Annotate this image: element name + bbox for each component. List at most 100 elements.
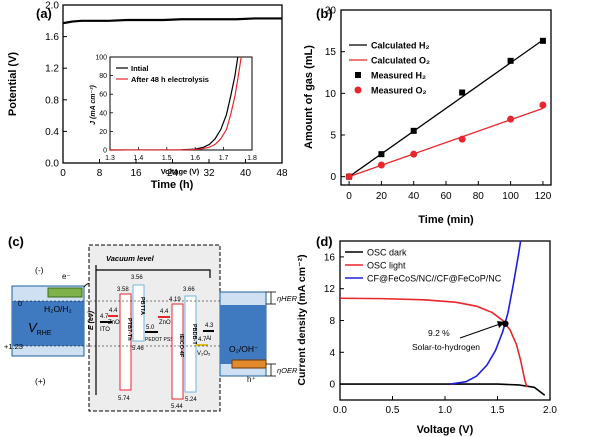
- panel-a-y-ticks: 0.0 0.4 0.8 1.2 1.6 2.0: [45, 1, 67, 170]
- inset-xtick-label: 1.6: [190, 155, 200, 162]
- sign-minus: (-): [35, 265, 44, 275]
- d-series-0: [340, 383, 546, 396]
- inset-ytick-label: 40: [99, 110, 107, 117]
- inset-xtick-label: 1.5: [162, 155, 172, 162]
- a-ytick-label: 0.4: [45, 127, 59, 138]
- annotation-percent: 9.2 %: [428, 328, 450, 338]
- zno1-value: 4.4: [109, 308, 118, 314]
- inset-legend-after: After 48 h electrolysis: [131, 75, 209, 84]
- pbtta-top: 3.56: [131, 275, 143, 281]
- panel-c-label: (c): [8, 234, 24, 249]
- eta-oer-label: ηOER: [277, 366, 298, 375]
- inset-xtick-label: 1.8: [247, 155, 257, 162]
- b-ytick-label: 5: [330, 131, 336, 142]
- ieico-bottom: 5.44: [171, 404, 183, 410]
- zno1-name: ZnO: [108, 320, 120, 326]
- b-point-o2: [458, 135, 466, 143]
- left-axis-label: VRHE: [28, 320, 52, 337]
- inset-series-after-48h: [109, 56, 242, 151]
- right-band-dark: [220, 305, 266, 364]
- left-tick-0: 0: [18, 299, 22, 308]
- a-ytick-label: 2.0: [45, 1, 59, 12]
- b-point-o2: [410, 150, 418, 158]
- eta-her-label: ηHER: [277, 294, 298, 303]
- a-xtick-label: 16: [130, 168, 142, 179]
- a-xtick-label: 0: [60, 168, 66, 179]
- pbtta-bottom: 5.46: [132, 346, 144, 352]
- ptb7th-band: [119, 293, 132, 391]
- panel-d-lines: [340, 241, 546, 396]
- b-ytick-label: 10: [325, 89, 337, 100]
- panel-b-xlabel: Time (min): [418, 214, 474, 226]
- d-ytick-label: 4: [329, 348, 335, 359]
- panel-d-y-ticks: 0 4 8 12 16: [324, 252, 344, 391]
- h2o-h2-label: H₂O/H₂: [44, 304, 72, 314]
- d-legend-label: OSC light: [367, 261, 406, 271]
- electron-label: e⁻: [62, 272, 71, 281]
- inset-ytick-label: 100: [95, 55, 107, 62]
- b-point-h2: [539, 37, 546, 44]
- b-xtick-label: 0: [346, 191, 352, 202]
- left-band-dark: [12, 301, 84, 346]
- layer-ieico: 4.19 5.44 IEICO-4F: [169, 297, 184, 410]
- ptb7th-bottom: 5.74: [118, 396, 130, 402]
- v2o5-name: V₂O₅: [197, 351, 211, 357]
- b-point-h2: [507, 57, 514, 64]
- panel-b-marks: [345, 37, 547, 181]
- d-series-1: [340, 297, 528, 388]
- panel-a-xlabel: Time (h): [151, 179, 194, 191]
- b-point-h2: [410, 127, 417, 134]
- inset-xlabel: Voltage (V): [161, 167, 200, 176]
- d-xtick-label: 2.0: [543, 405, 557, 416]
- b-xtick-label: 100: [502, 191, 519, 202]
- pbdbt-name: PBDB-T: [191, 324, 197, 345]
- panel-a-label: (a): [36, 6, 52, 21]
- ieico-name: IEICO-4F: [178, 334, 184, 358]
- panel-d-label: (d): [316, 234, 333, 249]
- ito-value: 4.7: [100, 314, 109, 320]
- b-xtick-label: 120: [535, 191, 552, 202]
- hole-label: h⁺: [247, 375, 256, 384]
- inset-ylabel: J (mA cm⁻²): [90, 85, 97, 125]
- a-xtick-label: 24: [167, 168, 179, 179]
- d-ytick-label: 0: [329, 380, 335, 391]
- b-point-o2: [377, 161, 385, 169]
- layer-ito: 4.7 ITO: [100, 314, 112, 333]
- panel-b-y-ticks: 0 5 10 15 20: [325, 6, 345, 183]
- d-xtick-label: 0.0: [333, 405, 347, 416]
- b-ytick-label: 0: [330, 172, 336, 183]
- inset-xtick-label: 1.3: [105, 155, 115, 162]
- sign-plus: (+): [35, 376, 46, 386]
- o2-oh-label: O₂/OH⁻: [229, 344, 259, 354]
- b-xtick-label: 60: [440, 191, 452, 202]
- b-legend-label: Calculated H₂: [371, 41, 430, 51]
- panel-a: (a) 0.0 0.4 0.8 1.2 1.6 2.0 0 8 16 24 32 40 48 Pote…: [7, 1, 288, 192]
- ptb7th-name: PTB7-Th: [126, 318, 132, 341]
- ieico-band: [171, 303, 184, 400]
- panel-b-x-ticks: 0 20 40 60 80 100 120: [346, 181, 552, 202]
- annotation-arrowhead: [497, 321, 505, 328]
- pedot-name: PEDOT PSS: [145, 337, 174, 343]
- v2o5-value: 4.7: [198, 337, 207, 343]
- layer-ptb7th: 3.58 5.74 PTB7-Th: [117, 287, 132, 402]
- layer-pbtta: 3.56 5.46 PBTTA: [131, 275, 145, 352]
- panel-c: (c) (-) (+) e⁻ H₂O/H₂ VRHE 0 +1.23 Vacuu…: [4, 234, 298, 412]
- left-electrode: (-) (+) e⁻ H₂O/H₂ VRHE 0 +1.23: [4, 265, 96, 386]
- panel-b-ylabel: Amount of gas (mL): [303, 45, 315, 149]
- ieico-top: 4.19: [169, 297, 181, 303]
- annotation-text: Solar-to-hydrogen: [412, 342, 480, 352]
- a-xtick-label: 8: [97, 168, 103, 179]
- inset-ytick-label: 20: [99, 129, 107, 136]
- layer-v2o5: 4.7 V₂O₅: [196, 337, 211, 357]
- layer-pedot: 5.0 PEDOT PSS: [145, 325, 174, 343]
- energy-axis-label: E (ev): [88, 310, 95, 330]
- panel-a-ylabel: Potential (V): [7, 52, 19, 117]
- panel-d-xlabel: Voltage (V): [417, 424, 474, 436]
- panel-b: (b) 0 5 10 15 20 0 20 40 60 80 100 120 Amount of g…: [303, 6, 552, 227]
- panel-d-legend: OSC dark OSC light CF@FeCoS/NC//CF@FeCoP/N…: [345, 248, 502, 284]
- b-ytick-label: 20: [325, 6, 337, 17]
- device-box: [88, 244, 221, 412]
- panel-b-label: (b): [316, 6, 333, 21]
- al-name: Al: [206, 336, 211, 342]
- a-ytick-label: 0.8: [45, 95, 59, 106]
